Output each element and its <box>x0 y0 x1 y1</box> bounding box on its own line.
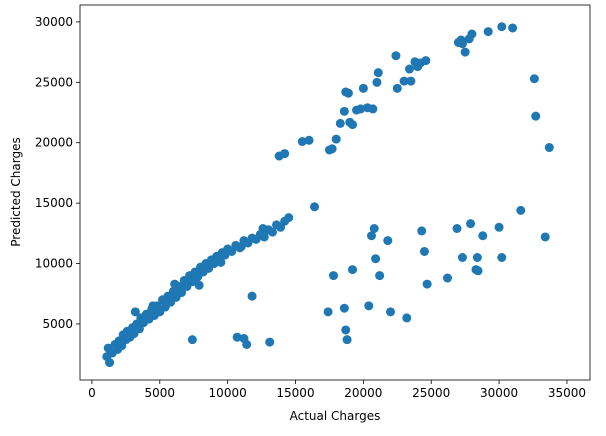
point <box>356 104 366 114</box>
point <box>265 337 275 347</box>
point <box>405 64 415 74</box>
point <box>339 303 349 313</box>
point <box>331 134 341 144</box>
y-tick-label: 30000 <box>35 15 73 29</box>
point <box>386 307 396 317</box>
x-tick-label: 0 <box>88 386 96 400</box>
x-tick-label: 15000 <box>276 386 314 400</box>
y-tick-label: 20000 <box>35 136 73 150</box>
point <box>177 288 187 298</box>
x-tick-label: 5000 <box>145 386 176 400</box>
point <box>267 227 277 237</box>
point <box>372 77 382 87</box>
point <box>497 22 507 32</box>
point <box>348 120 358 130</box>
point <box>494 222 504 232</box>
point <box>105 358 115 368</box>
point <box>383 236 393 246</box>
point <box>368 104 378 114</box>
point <box>194 280 204 290</box>
point <box>457 39 467 49</box>
plot-frame <box>79 4 591 381</box>
point <box>284 213 294 223</box>
x-tick-label: 10000 <box>209 386 247 400</box>
point <box>369 224 379 234</box>
x-tick-label: 25000 <box>412 386 450 400</box>
point <box>304 135 314 145</box>
point <box>457 252 467 262</box>
point <box>358 83 368 93</box>
point <box>516 205 526 215</box>
point <box>417 226 427 236</box>
x-axis-label: Actual Charges <box>290 409 381 423</box>
point <box>497 252 507 262</box>
point <box>187 335 197 345</box>
point <box>364 301 374 311</box>
x-tick-label: 20000 <box>344 386 382 400</box>
y-tick-label: 10000 <box>35 257 73 271</box>
point <box>310 202 320 212</box>
point <box>329 271 339 281</box>
point <box>406 76 416 86</box>
point <box>483 27 493 37</box>
point <box>392 83 402 93</box>
point <box>341 325 351 335</box>
point <box>247 291 257 301</box>
point <box>258 224 268 234</box>
point <box>280 149 290 159</box>
point <box>421 56 431 66</box>
point <box>473 266 483 276</box>
point <box>529 74 539 84</box>
point <box>148 301 158 311</box>
point <box>339 106 349 116</box>
point <box>297 137 307 147</box>
y-axis-label: Predicted Charges <box>9 137 23 246</box>
x-tick-label: 35000 <box>548 386 586 400</box>
point <box>375 271 385 281</box>
point <box>443 273 453 283</box>
point <box>323 307 333 317</box>
point <box>419 246 429 256</box>
point <box>402 313 412 323</box>
point <box>259 232 269 242</box>
x-tick-label: 30000 <box>480 386 518 400</box>
point <box>236 242 246 252</box>
point <box>472 252 482 262</box>
point <box>391 51 401 61</box>
point <box>348 265 358 275</box>
y-tick-label: 15000 <box>35 196 73 210</box>
point <box>508 23 518 33</box>
point <box>242 339 252 349</box>
point <box>466 219 476 229</box>
point <box>399 76 409 86</box>
point <box>216 257 226 267</box>
point <box>478 231 488 241</box>
point <box>343 88 353 98</box>
point <box>130 307 140 317</box>
point <box>452 224 462 234</box>
point <box>422 279 432 289</box>
point <box>373 68 383 78</box>
point <box>467 29 477 39</box>
point <box>371 254 381 264</box>
point <box>342 335 352 345</box>
y-tick-label: 25000 <box>35 75 73 89</box>
point <box>327 144 337 154</box>
point <box>335 118 345 128</box>
point <box>531 111 541 121</box>
point <box>460 47 470 57</box>
point <box>170 279 180 289</box>
y-tick-label: 5000 <box>42 317 73 331</box>
point <box>367 231 377 241</box>
point <box>544 143 554 153</box>
point <box>232 332 242 342</box>
point <box>540 232 550 242</box>
